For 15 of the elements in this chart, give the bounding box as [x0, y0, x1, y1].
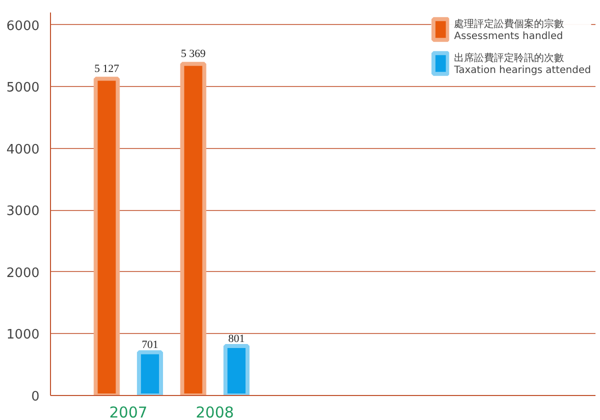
data-label: 5 369 — [180, 48, 206, 60]
data-label: 701 — [142, 339, 158, 352]
y-tick-label: 6000 — [6, 18, 40, 34]
legend-label: 出席訟費評定聆訊的次數 Taxation hearings attended — [454, 52, 591, 76]
y-tick-label: 2000 — [6, 266, 40, 281]
y-tick-label: 0 — [31, 390, 40, 404]
y-tick-label: 1000 — [6, 328, 40, 343]
data-label: 801 — [228, 333, 245, 346]
x-tick-label: 2007 — [109, 404, 148, 420]
y-tick-label: 5000 — [6, 80, 40, 96]
y-tick-label: 4000 — [6, 142, 40, 158]
data-label: 5 127 — [94, 62, 120, 75]
x-tick-label: 2008 — [196, 404, 234, 420]
y-tick-label: 3000 — [6, 204, 40, 220]
legend-label: 處理評定訟費個案的宗數 Assessments handled — [454, 18, 564, 42]
